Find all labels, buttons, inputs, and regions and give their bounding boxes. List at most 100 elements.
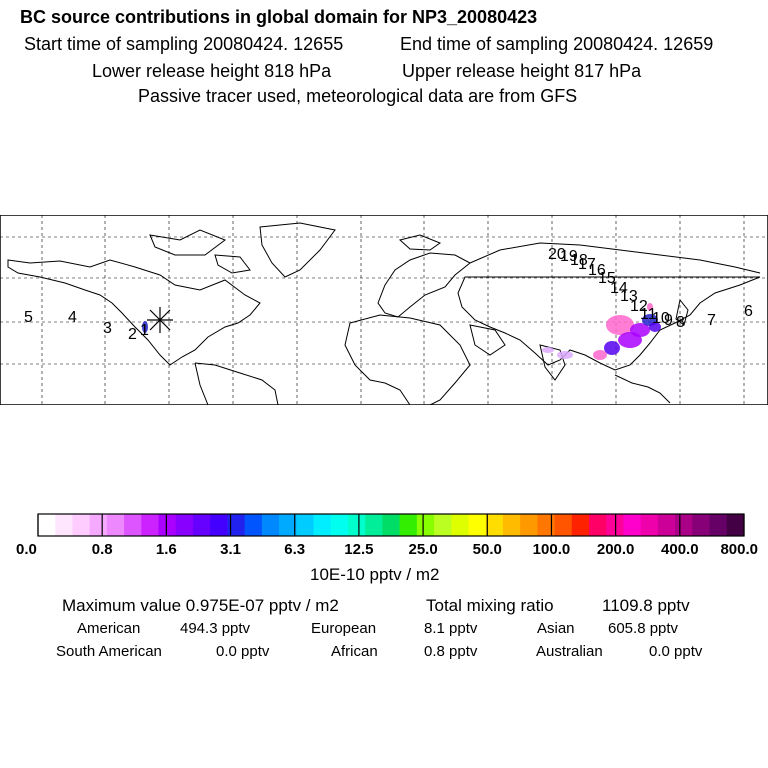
coastlines: [7, 222, 761, 405]
european-value: 8.1 pptv: [424, 620, 478, 637]
colorbar-cell: [416, 514, 435, 536]
plume-patch: [142, 321, 148, 333]
asian-value: 605.8 pptv: [608, 620, 679, 637]
trajectory-label: 18: [570, 252, 588, 269]
coast-africa: [344, 314, 471, 405]
colorbar-cell: [709, 514, 728, 536]
colorbar-cell: [106, 514, 125, 536]
plume-patch: [604, 341, 620, 355]
trajectory-label: 7: [707, 312, 716, 329]
colorbar-cell: [434, 514, 452, 536]
colorbar-cell: [141, 514, 160, 536]
colorbar-cell: [158, 514, 177, 536]
colorbar-cell: [537, 514, 556, 536]
lower-height-label: Lower release height 818 hPa: [92, 61, 332, 81]
colorbar-cell: [502, 514, 521, 536]
colorbar-cell: [399, 514, 418, 536]
african-label: African: [331, 643, 378, 660]
colorbar-tick-label: 400.0: [661, 541, 699, 558]
colorbar-cell: [554, 514, 573, 536]
colorbar-tick-label: 100.0: [533, 541, 571, 558]
plume-patch: [647, 303, 653, 311]
coast-north-america: [7, 259, 261, 366]
trajectory-label: 16: [588, 262, 606, 279]
colorbar-cell: [192, 514, 211, 536]
colorbar-cell: [244, 514, 263, 536]
colorbar-cell: [296, 514, 315, 536]
south-american-label: South American: [56, 643, 162, 660]
colorbar-cell: [261, 514, 280, 536]
map-title: BC source contributions in global domain…: [20, 7, 538, 27]
trajectory-label: 4: [68, 309, 77, 326]
colorbar: 0.0 0.8 1.6 3.1 6.3 12.5 25.0 50.0 100.0 200.0 400…: [16, 513, 758, 558]
colorbar-tick-label: 50.0: [473, 541, 502, 558]
colorbar-cell: [571, 514, 590, 536]
colorbar-tick-label: 800.0: [720, 541, 758, 558]
coast-europe: [377, 252, 471, 318]
trajectory-label: 19: [560, 248, 578, 265]
colorbar-tick-label: 6.3: [284, 541, 305, 558]
plume-patch: [542, 347, 554, 353]
colorbar-cell: [485, 514, 504, 536]
ocean-background: [0, 215, 768, 405]
colorbar-cell: [589, 514, 607, 536]
colorbar-cells: [37, 513, 745, 537]
colorbar-cell: [72, 514, 91, 536]
coast-greenland: [259, 222, 336, 278]
colorbar-units: 10E-10 pptv / m2: [310, 565, 440, 584]
trajectory-label: 17: [578, 256, 596, 273]
colorbar-cell: [347, 514, 366, 536]
graticule: [0, 215, 768, 405]
plume-patch: [593, 350, 607, 360]
trajectory-label: 12: [630, 298, 648, 315]
colorbar-cell: [38, 514, 56, 536]
colorbar-ticks: [37, 514, 745, 536]
colorbar-cell: [55, 514, 73, 536]
plume-patch: [649, 322, 661, 332]
asian-label: Asian: [537, 620, 575, 637]
colorbar-tick-label: 200.0: [597, 541, 635, 558]
african-value: 0.8 pptv: [424, 643, 478, 660]
trajectory-label: 6: [744, 303, 753, 320]
colorbar-cell: [89, 514, 108, 536]
coast-asia: [457, 242, 761, 371]
colorbar-cell: [640, 514, 659, 536]
south-american-value: 0.0 pptv: [216, 643, 270, 660]
colorbar-cell: [227, 514, 246, 536]
trajectory-label: 1: [140, 322, 149, 339]
colorbar-cell: [726, 514, 745, 536]
colorbar-cell: [520, 514, 538, 536]
colorbar-cell: [692, 514, 711, 536]
colorbar-cell: [279, 514, 297, 536]
colorbar-tick-label: 25.0: [408, 541, 437, 558]
coast-south-america: [194, 362, 279, 405]
colorbar-tick-label: 3.1: [220, 541, 241, 558]
colorbar-cell: [210, 514, 228, 536]
trajectory-label: 13: [620, 288, 638, 305]
colorbar-cell: [657, 514, 676, 536]
total-mixing-label: Total mixing ratio: [426, 596, 554, 615]
trajectory-label: 9: [664, 312, 673, 329]
max-value-label: Maximum value 0.975E-07 pptv / m2: [62, 596, 339, 615]
trajectory-label: 20: [548, 246, 566, 263]
american-value: 494.3 pptv: [180, 620, 251, 637]
trajectory-label: 11: [640, 306, 657, 323]
colorbar-cell: [468, 514, 487, 536]
end-time-label: End time of sampling 20080424. 12659: [400, 34, 714, 54]
receptor-marker: [147, 307, 173, 333]
start-time-label: Start time of sampling 20080424. 12655: [24, 34, 344, 54]
trajectory-label: 10: [652, 310, 670, 327]
colorbar-tick-labels: 0.0 0.8 1.6 3.1 6.3 12.5 25.0 50.0 100.0 200.0 400…: [16, 541, 758, 558]
plume-patch: [557, 351, 573, 359]
colorbar-cell: [330, 514, 349, 536]
trajectory-label: 15: [598, 270, 616, 287]
contribution-plumes: [142, 303, 661, 360]
colorbar-cell: [175, 514, 194, 536]
colorbar-cell: [451, 514, 469, 536]
plume-patch: [630, 323, 650, 337]
trajectory-label: 14: [610, 280, 628, 297]
american-label: American: [77, 620, 141, 637]
european-label: European: [311, 620, 377, 637]
australian-label: Australian: [536, 643, 603, 660]
